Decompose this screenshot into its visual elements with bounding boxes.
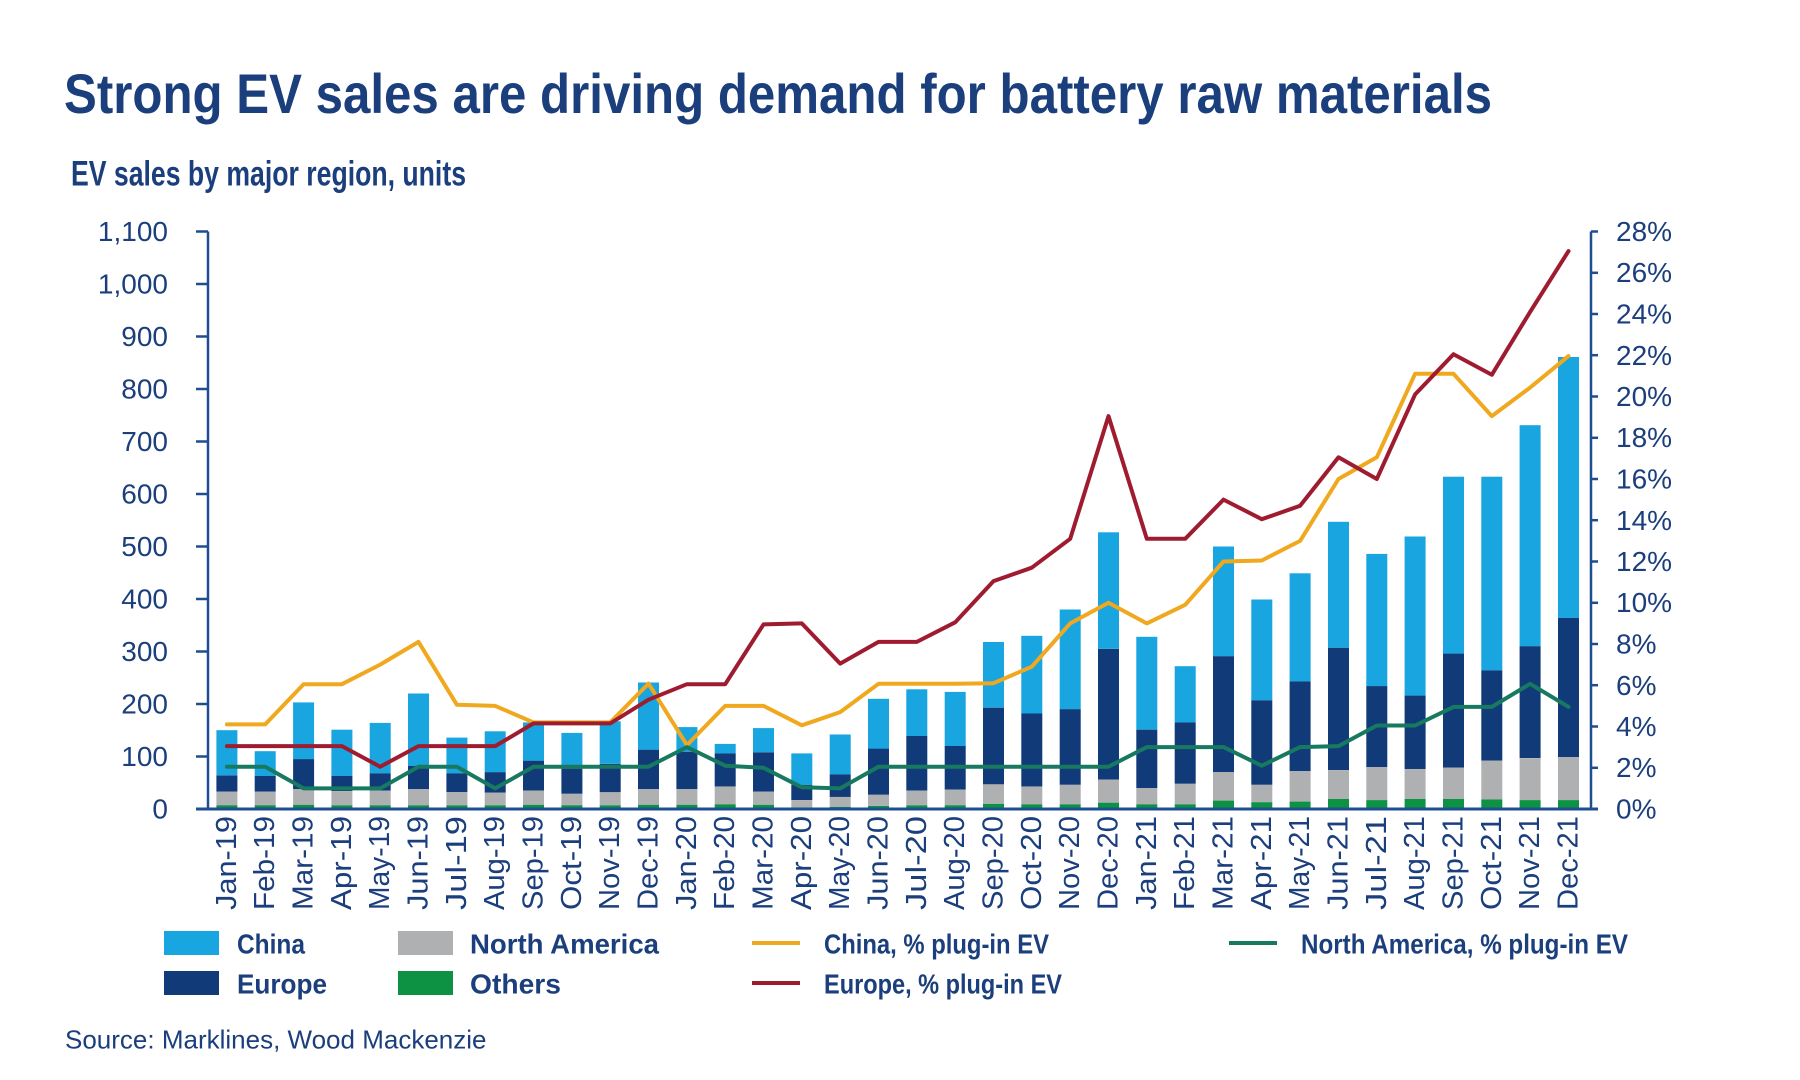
svg-text:Jul-21: Jul-21 bbox=[1361, 816, 1393, 910]
svg-text:Sep-20: Sep-20 bbox=[978, 816, 1010, 910]
svg-text:4%: 4% bbox=[1616, 711, 1656, 742]
svg-text:Feb-21: Feb-21 bbox=[1169, 816, 1201, 910]
svg-text:Nov-21: Nov-21 bbox=[1514, 816, 1546, 910]
svg-text:Aug-21: Aug-21 bbox=[1399, 816, 1431, 910]
svg-text:Jun-19: Jun-19 bbox=[403, 816, 435, 910]
svg-text:Apr-19: Apr-19 bbox=[326, 816, 358, 910]
svg-text:10%: 10% bbox=[1616, 587, 1672, 618]
svg-text:Europe: Europe bbox=[237, 969, 327, 1000]
svg-text:1,100: 1,100 bbox=[98, 216, 168, 247]
svg-text:24%: 24% bbox=[1616, 299, 1672, 330]
svg-text:Jan-20: Jan-20 bbox=[671, 816, 703, 910]
svg-text:Jul-20: Jul-20 bbox=[901, 816, 933, 910]
svg-text:Oct-20: Oct-20 bbox=[1016, 816, 1048, 910]
svg-text:Oct-21: Oct-21 bbox=[1476, 816, 1508, 910]
svg-text:Strong EV sales are driving de: Strong EV sales are driving demand for b… bbox=[64, 62, 1492, 125]
svg-text:Aug-19: Aug-19 bbox=[479, 816, 511, 910]
svg-text:20%: 20% bbox=[1616, 381, 1672, 412]
svg-text:North America, % plug-in EV: North America, % plug-in EV bbox=[1301, 929, 1629, 960]
svg-text:600: 600 bbox=[121, 479, 168, 510]
svg-text:22%: 22% bbox=[1616, 340, 1672, 371]
svg-text:Apr-21: Apr-21 bbox=[1246, 816, 1278, 910]
svg-text:Dec-21: Dec-21 bbox=[1553, 816, 1585, 910]
svg-text:May-19: May-19 bbox=[364, 816, 396, 910]
svg-text:Jan-21: Jan-21 bbox=[1131, 816, 1163, 910]
svg-text:Feb-20: Feb-20 bbox=[709, 816, 741, 910]
svg-text:Apr-20: Apr-20 bbox=[786, 816, 818, 910]
svg-text:12%: 12% bbox=[1616, 546, 1672, 577]
svg-text:Mar-20: Mar-20 bbox=[748, 816, 780, 910]
svg-text:Oct-19: Oct-19 bbox=[556, 816, 588, 910]
svg-text:26%: 26% bbox=[1616, 257, 1672, 288]
svg-text:8%: 8% bbox=[1616, 629, 1656, 660]
svg-text:May-20: May-20 bbox=[824, 816, 856, 910]
svg-text:Aug-20: Aug-20 bbox=[939, 816, 971, 910]
svg-text:900: 900 bbox=[121, 321, 168, 352]
svg-text:2%: 2% bbox=[1616, 752, 1656, 783]
svg-text:Jun-21: Jun-21 bbox=[1323, 816, 1355, 910]
svg-text:400: 400 bbox=[121, 584, 168, 615]
svg-text:North America: North America bbox=[470, 929, 660, 960]
svg-text:Others: Others bbox=[470, 969, 561, 1000]
svg-text:16%: 16% bbox=[1616, 464, 1672, 495]
svg-text:0%: 0% bbox=[1616, 794, 1656, 825]
svg-text:EV sales by major region, unit: EV sales by major region, units bbox=[71, 155, 466, 194]
svg-text:28%: 28% bbox=[1616, 216, 1672, 247]
svg-text:1,000: 1,000 bbox=[98, 269, 168, 300]
svg-text:Jun-20: Jun-20 bbox=[863, 816, 895, 910]
svg-text:Source: Marklines, Wood Macken: Source: Marklines, Wood Mackenzie bbox=[65, 1025, 486, 1055]
svg-text:Mar-19: Mar-19 bbox=[288, 816, 320, 910]
svg-text:China, % plug-in EV: China, % plug-in EV bbox=[824, 929, 1050, 960]
svg-text:May-21: May-21 bbox=[1284, 816, 1316, 910]
svg-text:14%: 14% bbox=[1616, 505, 1672, 536]
svg-text:Jul-19: Jul-19 bbox=[441, 816, 473, 910]
svg-text:Dec-19: Dec-19 bbox=[633, 816, 665, 910]
svg-text:Jan-19: Jan-19 bbox=[211, 816, 243, 910]
svg-text:6%: 6% bbox=[1616, 670, 1656, 701]
svg-text:700: 700 bbox=[121, 426, 168, 457]
svg-text:Sep-21: Sep-21 bbox=[1438, 816, 1470, 910]
svg-text:200: 200 bbox=[121, 689, 168, 720]
svg-text:Dec-20: Dec-20 bbox=[1093, 816, 1125, 910]
svg-text:Nov-19: Nov-19 bbox=[594, 816, 626, 910]
svg-text:100: 100 bbox=[121, 741, 168, 772]
svg-text:500: 500 bbox=[121, 531, 168, 562]
svg-text:Sep-19: Sep-19 bbox=[518, 816, 550, 910]
svg-text:Europe, % plug-in EV: Europe, % plug-in EV bbox=[824, 969, 1063, 1000]
svg-text:800: 800 bbox=[121, 374, 168, 405]
svg-text:Mar-21: Mar-21 bbox=[1208, 816, 1240, 910]
svg-text:Nov-20: Nov-20 bbox=[1054, 816, 1086, 910]
svg-text:Feb-19: Feb-19 bbox=[249, 816, 281, 910]
svg-text:18%: 18% bbox=[1616, 422, 1672, 453]
svg-text:China: China bbox=[237, 929, 306, 960]
svg-text:300: 300 bbox=[121, 636, 168, 667]
svg-text:0: 0 bbox=[152, 794, 168, 825]
